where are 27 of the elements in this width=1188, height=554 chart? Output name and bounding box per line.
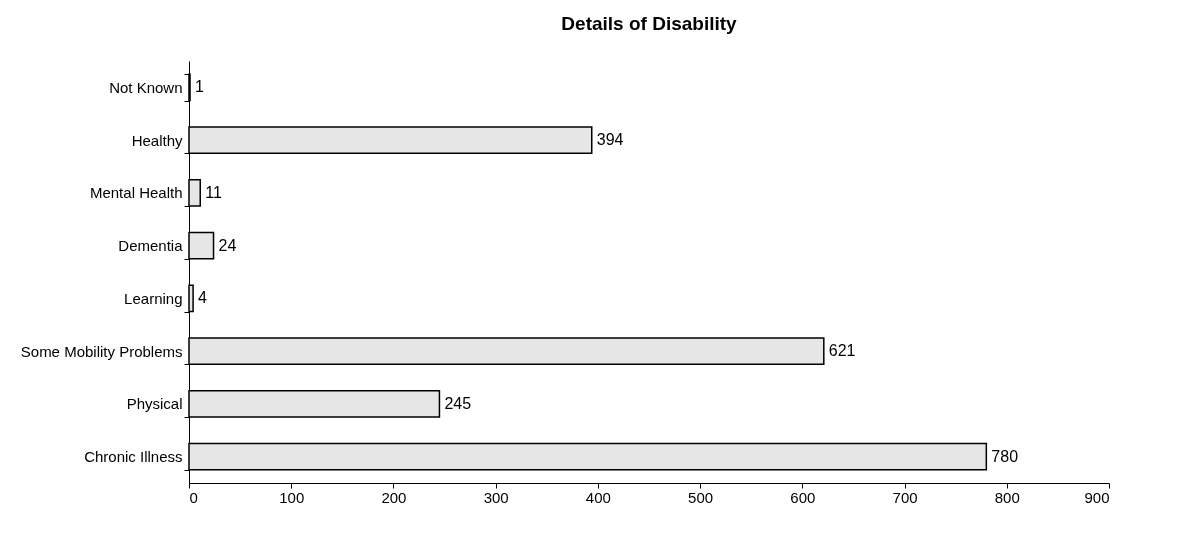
y-tick-label: Dementia	[118, 237, 184, 255]
y-tick-label: Not Known	[109, 78, 183, 96]
data-label: 11	[205, 183, 222, 201]
y-tick-label: Chronic Illness	[84, 448, 183, 466]
y-tick-label: Learning	[124, 289, 183, 307]
x-tick-label: 100	[279, 488, 305, 506]
x-tick-label: 300	[483, 488, 509, 506]
y-tick-label: Healthy	[131, 131, 183, 149]
x-tick-label: 500	[688, 488, 714, 506]
x-tick-label: 800	[994, 488, 1020, 506]
data-label: 1	[195, 78, 205, 96]
y-tick-label: Some Mobility Problems	[20, 342, 183, 360]
x-tick-label: 600	[790, 488, 816, 506]
y-tick-label: Physical	[126, 395, 183, 413]
data-label: 394	[596, 131, 624, 149]
data-label: 4	[198, 289, 208, 307]
data-label: 621	[828, 342, 856, 360]
data-label: 245	[444, 394, 472, 412]
data-label: 24	[218, 236, 237, 254]
data-label: 780	[991, 447, 1019, 465]
x-tick-label: 0	[189, 488, 198, 506]
x-tick-label: 200	[381, 488, 407, 506]
x-tick-label: 700	[892, 488, 918, 506]
y-tick-label: Mental Health	[89, 184, 183, 202]
x-tick-label: 900	[1084, 488, 1110, 506]
chart-title: Details of Disability	[561, 13, 738, 34]
x-tick-label: 400	[585, 488, 611, 506]
